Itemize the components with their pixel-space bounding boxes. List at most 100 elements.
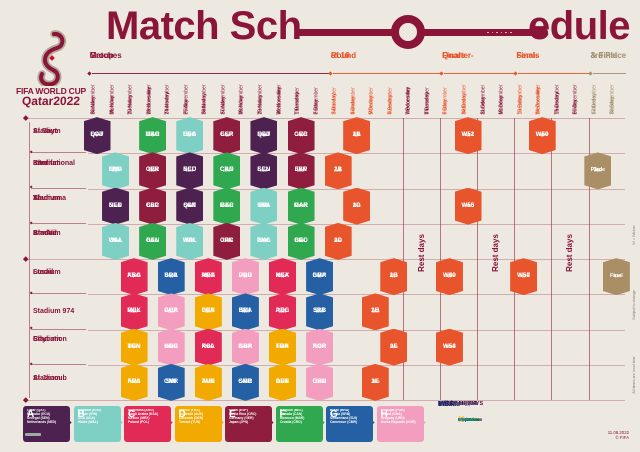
match-badge-13: 13 SUI — v — CMR 13:00: [157, 363, 185, 401]
kickoff-time: 22:00: [278, 310, 287, 314]
team-code: GER: [220, 132, 234, 139]
versus-divider: — v —: [222, 204, 231, 208]
match-number: 19: [188, 169, 192, 173]
team-code: POL: [276, 308, 289, 315]
date-value: 12 December: [498, 84, 505, 115]
stadium-underline: [31, 328, 86, 330]
group-legend-E: E Spain (ESP) Costa Rica (CRC) Germany (GER…: [225, 406, 272, 442]
team-code: JPN: [146, 167, 159, 174]
team-code: FRA: [276, 343, 289, 350]
versus-divider: — v —: [185, 204, 194, 208]
row-marker-diamond: [22, 397, 28, 403]
match-badge-19: 19 NED — v — ECU 19:00: [176, 152, 204, 190]
date-column-label: Friday 16 December: [572, 63, 585, 115]
versus-divider: — v —: [129, 345, 139, 349]
group-letter: G: [330, 409, 338, 420]
team-code: ENG: [257, 237, 271, 244]
versus-divider: — v —: [315, 345, 324, 349]
team-code: ESP: [220, 132, 234, 139]
group-letter: C: [128, 409, 136, 420]
rest-days-label-2: Rest days: [490, 234, 500, 272]
stadium-underline: [31, 152, 86, 154]
date-column-label: Monday 21 November: [109, 63, 121, 114]
match-number: 56: [392, 275, 396, 279]
phase-underline: [91, 73, 329, 74]
match-number: 54: [373, 310, 377, 314]
team-code: ARG: [127, 273, 142, 280]
team-code: URU: [312, 378, 327, 385]
kickoff-time: 22:00: [222, 134, 231, 137]
kickoff-time: 19:00: [111, 204, 120, 208]
date-value: 22 November: [127, 84, 134, 115]
versus-divider: — v —: [241, 275, 250, 278]
team-code: WAL: [256, 237, 271, 244]
versus-divider: — v —: [371, 310, 380, 313]
kickoff-time: 22:00: [371, 310, 380, 314]
date-column-label: Sunday 11 December: [480, 63, 492, 115]
team-code: CMR: [238, 378, 253, 385]
team-code: 1G: [371, 308, 380, 315]
team-code: 3rd: [593, 166, 603, 173]
kickoff-time: 13:00: [130, 275, 138, 278]
rest-region-left-line: [551, 118, 553, 400]
stadium-label-line: Al Bayt: [33, 128, 58, 135]
group-letter: B: [77, 409, 85, 420]
match-number: 32: [243, 275, 248, 279]
team-code: W55: [461, 202, 475, 209]
team-code: SRB: [238, 378, 253, 385]
match-number: 58: [447, 275, 452, 279]
group-legend-H: H Portugal (POR) Ghana (GHA) Uruguay (URU) K…: [376, 406, 424, 442]
match-badge-44: 44 CRC — v — GER 22:00: [287, 117, 315, 155]
versus-divider: — v —: [259, 169, 269, 172]
date-value: 10 December: [461, 84, 468, 115]
date-column-label: Thursday 15 December: [554, 63, 566, 114]
team-code: JPN: [220, 237, 233, 244]
kickoff-time: 22:00: [167, 275, 176, 278]
team-code: W59: [535, 132, 549, 139]
match-badge-40: 40 KSA — v — MEX 22:00: [269, 258, 296, 296]
team-code: POR: [164, 308, 178, 315]
date-value: 30 November: [276, 84, 282, 115]
match-number: 33: [262, 239, 266, 243]
team-code: KSA: [127, 273, 141, 280]
versus-divider: — v —: [222, 239, 231, 243]
phase-underline: [518, 73, 589, 74]
date-column-label: Wednesday 30 November: [276, 63, 288, 115]
match-number: 28: [225, 134, 229, 138]
team-code: FRA: [201, 308, 215, 315]
team-code: CAN: [294, 202, 308, 209]
match-badge-9: 9 MAR — v — CRO 13:00: [139, 117, 167, 155]
team-code: TUN: [201, 378, 215, 385]
team-code: ENG: [182, 132, 197, 139]
phase-header-line2: of 16: [330, 51, 350, 60]
kickoff-time: 13:00: [241, 380, 250, 384]
legend-connector-diamond: [67, 420, 72, 425]
versus-divider: — v —: [129, 275, 139, 278]
date-value: 16 December: [572, 84, 579, 115]
group-letter: D: [178, 409, 186, 420]
phase-header-line1: Group: [89, 51, 114, 60]
team-code: TUN: [127, 343, 141, 350]
match-badge-28: 28 ESP — v — GER 22:00: [213, 117, 241, 155]
versus-divider: — v —: [315, 275, 324, 278]
versus-divider: — v —: [296, 239, 306, 243]
team-code: ENG: [108, 167, 123, 174]
date-value: 9 December: [442, 87, 449, 115]
team-code: 2E: [389, 343, 398, 350]
team-code: BRA: [312, 273, 327, 280]
match-number: 36: [262, 169, 266, 173]
versus-divider: — v —: [204, 310, 213, 313]
date-column-label: Sunday 4 December: [350, 63, 362, 114]
date-value: 29 November: [257, 84, 264, 115]
sponsor-logo-wanda: WANDA: [438, 401, 459, 407]
sponsor-logo-qatarenergy: QatarEnergy: [438, 401, 472, 407]
team-code: BRA: [238, 308, 253, 315]
team-code: MAR: [145, 132, 160, 139]
team-code: DEN: [201, 308, 215, 315]
versus-divider: — v —: [389, 275, 398, 278]
team-code: MAR: [219, 202, 234, 209]
match-badge-53: 53 1E — v —2F 18:00: [361, 363, 389, 401]
group-legend-F: F Belgium (BEL) Canada (CAN) Morocco (MAR) C…: [275, 406, 323, 442]
team-code: CRC: [294, 132, 308, 139]
team-code: 1E: [371, 378, 380, 385]
